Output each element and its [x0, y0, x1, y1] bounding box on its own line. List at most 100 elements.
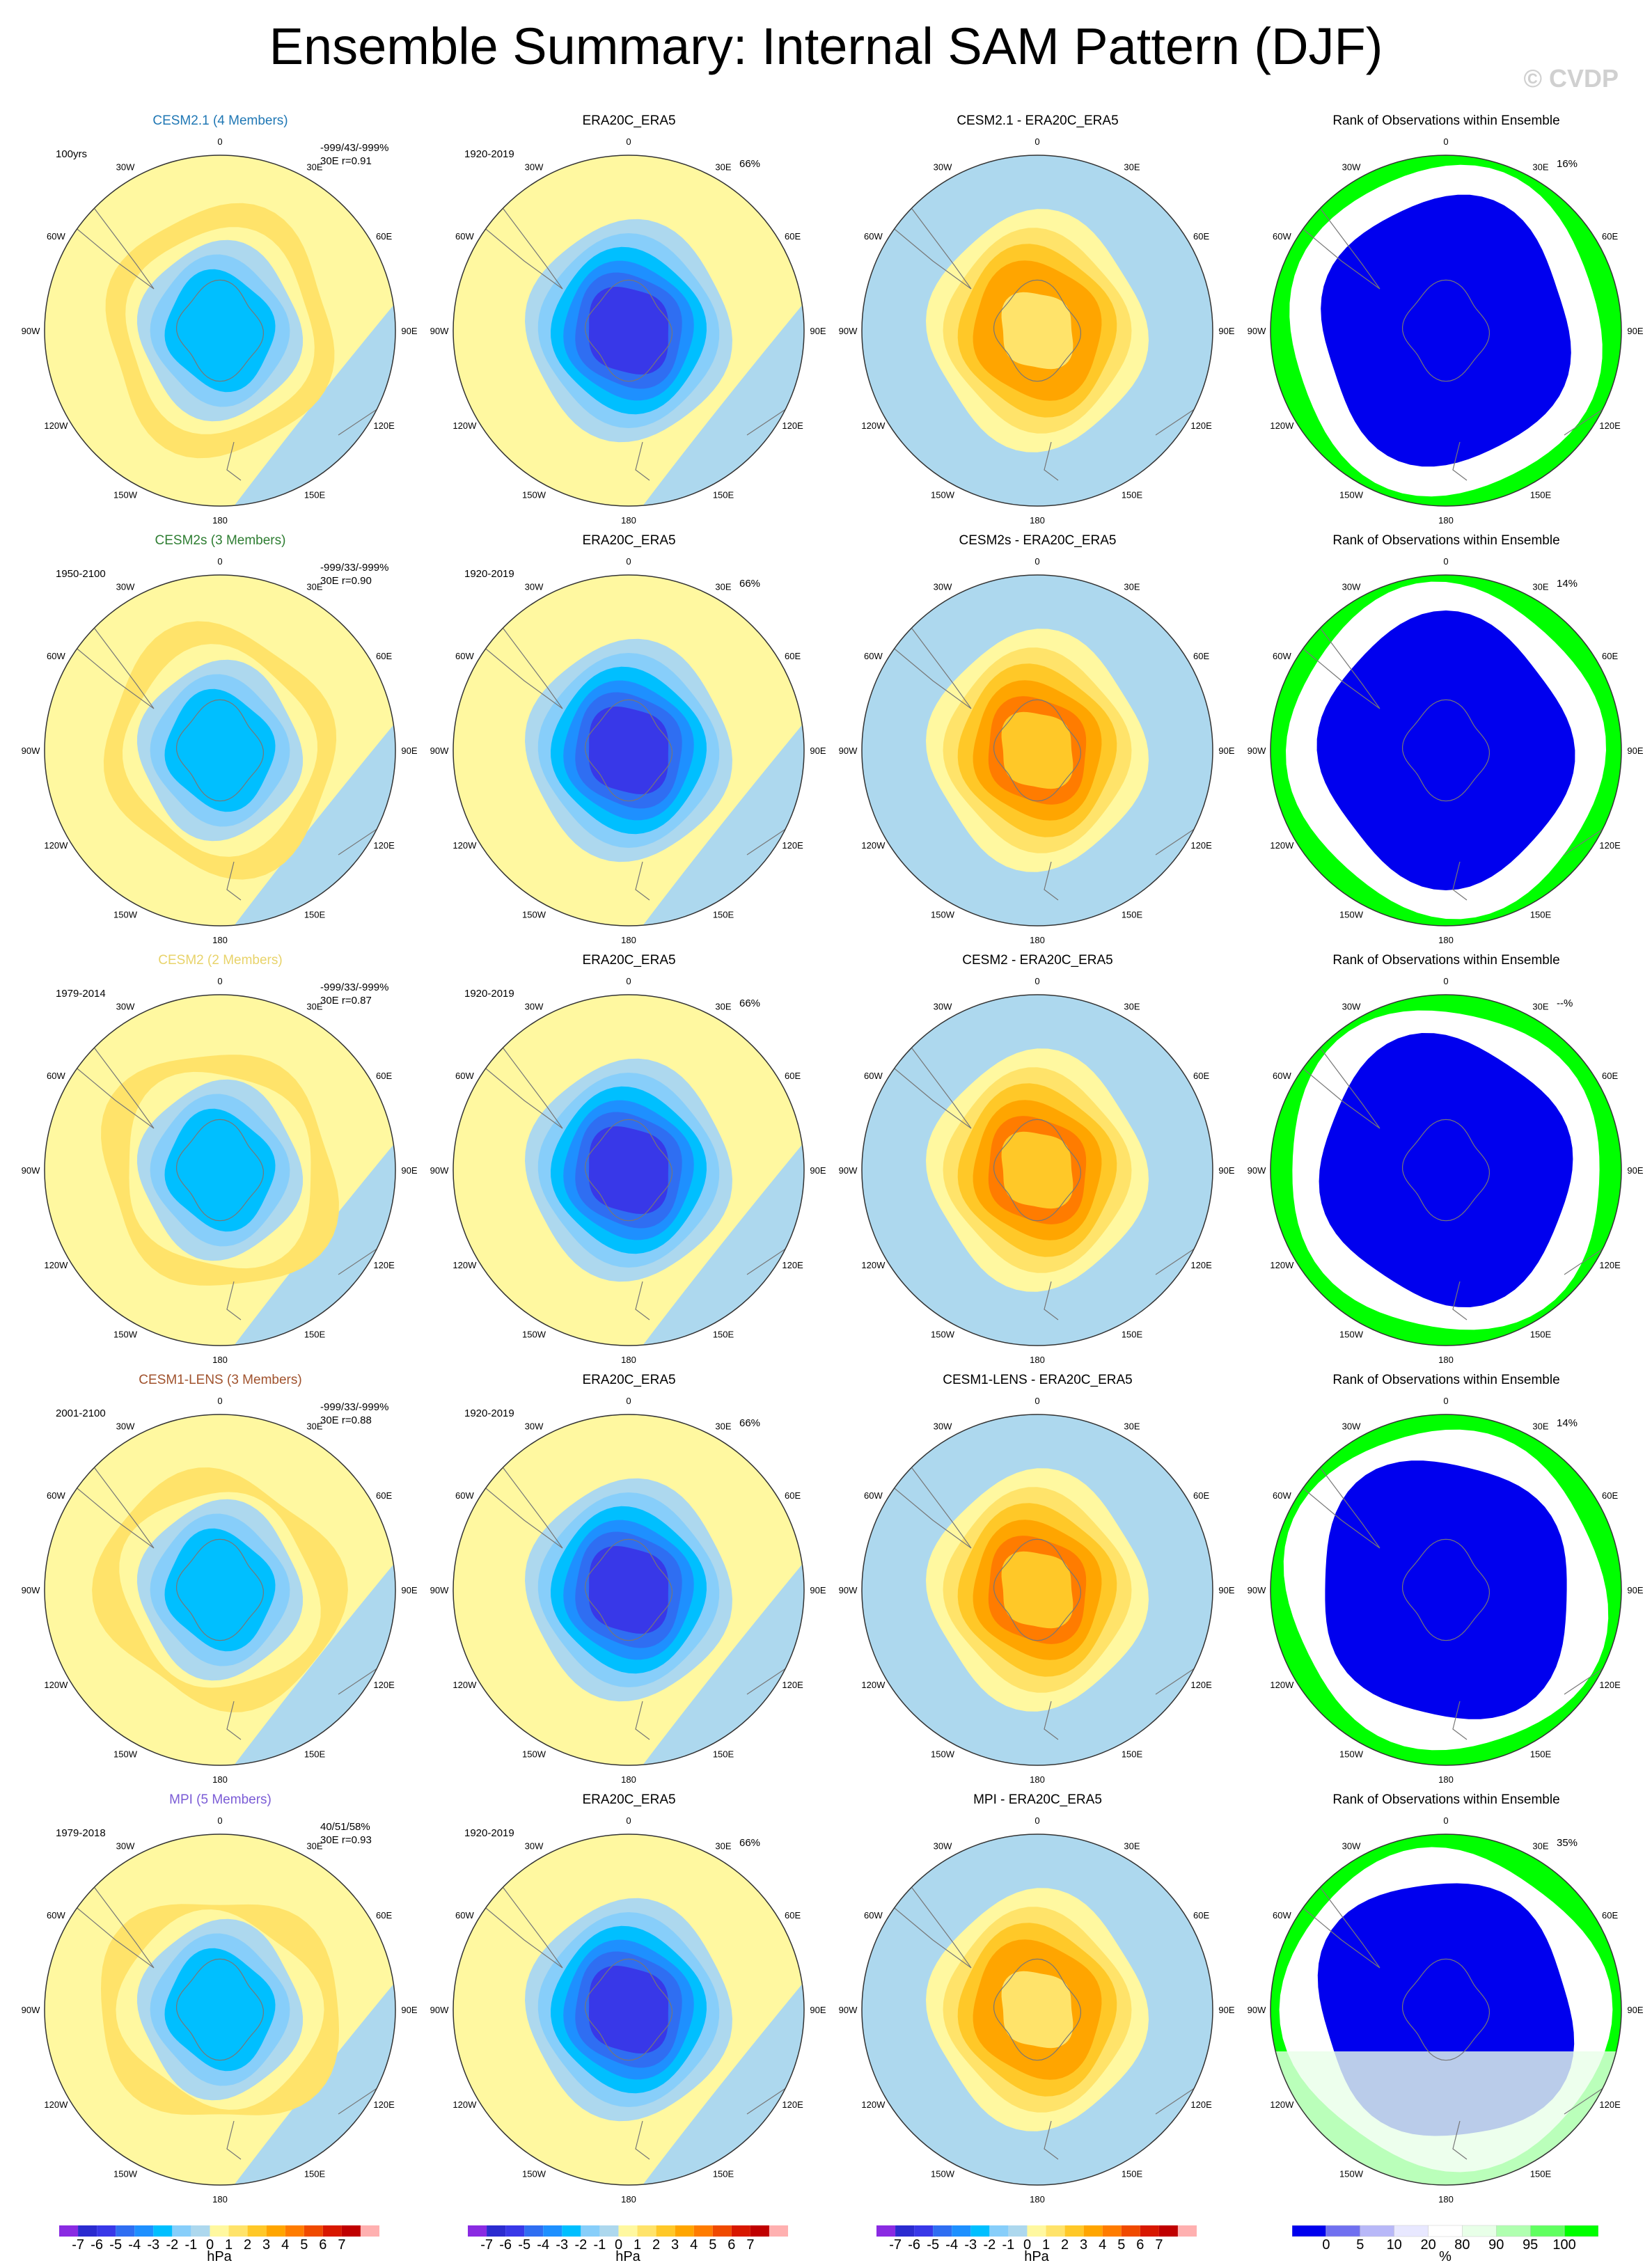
lon-label: 60W: [47, 1490, 65, 1501]
model-stats: -999/33/-999%: [320, 981, 389, 993]
diff-map: 0 30E 60E 90E 120E 150E 180 150W 120W 90W 60W 30W: [839, 1396, 1235, 1785]
diff-panel-title: MPI - ERA20C_ERA5: [973, 1792, 1102, 1807]
lon-label: 150W: [113, 910, 138, 920]
lon-label: 60E: [376, 1910, 392, 1921]
south-america-coastline: [890, 628, 972, 709]
south-america-coastline: [890, 208, 972, 290]
obs-percent: 66%: [739, 998, 761, 1009]
lon-label: 150E: [1530, 2169, 1552, 2179]
colorbar-swatch: [1121, 2225, 1140, 2237]
new-zealand-coastline: [1452, 441, 1468, 481]
colorbar-tick-label: -3: [556, 2237, 568, 2253]
new-zealand-coastline: [226, 441, 242, 481]
colorbar-swatch: [970, 2225, 990, 2237]
map-boundary: [453, 574, 805, 927]
lon-label: 30W: [934, 1421, 952, 1431]
lon-label: 120E: [1599, 1680, 1621, 1690]
model-years: 2001-2100: [56, 1408, 106, 1419]
map-boundary: [1270, 1414, 1622, 1766]
lon-label: 150W: [522, 910, 546, 920]
lon-label: 150E: [1122, 490, 1143, 500]
rank-percent: 35%: [1557, 1837, 1578, 1849]
lon-label: 0: [1035, 136, 1039, 147]
lon-label: 90E: [1218, 746, 1234, 756]
colorbar-swatch: [693, 2225, 713, 2237]
lon-label: 60E: [785, 1071, 801, 1081]
colorbar-tick-label: 0: [1322, 2237, 1330, 2253]
negative-contour: [589, 287, 668, 374]
antarctica-coastline: [175, 1119, 265, 1222]
south-america-coastline: [482, 1048, 563, 1129]
lon-label: 180: [212, 2194, 228, 2205]
colorbar-tick-label: 7: [338, 2237, 345, 2253]
lon-label: 120E: [1190, 840, 1212, 851]
lon-label: 120W: [453, 1680, 477, 1690]
map-boundary: [861, 574, 1213, 927]
lon-label: 150W: [522, 490, 546, 500]
lon-label: 0: [1443, 136, 1448, 147]
lon-label: 150E: [713, 2169, 734, 2179]
colorbar-swatch: [97, 2225, 116, 2237]
lon-label: 30W: [1342, 1840, 1361, 1851]
colorbar-tick-label: 6: [727, 2237, 735, 2253]
lon-label: 120W: [1270, 1680, 1294, 1690]
model-years: 100yrs: [56, 148, 88, 160]
colorbar-swatch: [895, 2225, 915, 2237]
model-years: 1979-2018: [56, 1827, 106, 1839]
south-america-coastline: [73, 1467, 155, 1549]
map-boundary: [861, 1834, 1213, 2186]
antarctica-coastline: [175, 1958, 265, 2061]
lon-label: 90E: [810, 326, 826, 336]
colorbar-tick-label: 1: [1042, 2237, 1050, 2253]
lon-label: 120E: [373, 420, 395, 431]
rank-panel-title: Rank of Observations within Ensemble: [1332, 1373, 1560, 1387]
lon-label: 150W: [522, 2169, 546, 2179]
colorbar-swatch: [1360, 2225, 1394, 2237]
colorbar-swatch: [78, 2225, 97, 2237]
obs-panel-title: ERA20C_ERA5: [582, 953, 676, 968]
lon-label: 30W: [116, 1001, 135, 1011]
new-zealand-coastline: [1452, 861, 1468, 901]
model-panel: 0 30E 60E 90E 120E 150E 180 150W 120W 90W 60W 30W CE…: [14, 947, 427, 1365]
lon-label: 150W: [1339, 1749, 1364, 1760]
rank-map: 0 30E 60E 90E 120E 150E 180 150W 120W 90W 60W 30W: [1248, 136, 1644, 526]
colorbar-swatch: [304, 2225, 323, 2237]
lon-label: 0: [217, 1815, 222, 1826]
new-zealand-coastline: [226, 861, 242, 901]
colorbar-swatch: [1529, 2225, 1565, 2237]
antarctica-coastline: [993, 1538, 1082, 1641]
lon-label: 0: [217, 976, 222, 986]
lon-label: 150E: [304, 910, 326, 920]
colorbar-swatch: [524, 2225, 544, 2237]
rank-percent: --%: [1557, 998, 1573, 1009]
model-panel-title: CESM1-LENS (3 Members): [139, 1373, 302, 1387]
colorbar-swatch: [322, 2225, 342, 2237]
lon-label: 180: [1030, 1774, 1045, 1785]
lon-label: 30E: [306, 1421, 322, 1431]
lon-label: 120W: [453, 840, 477, 851]
lon-label: 30E: [1532, 1001, 1548, 1011]
lon-label: 60W: [47, 1910, 65, 1921]
lon-label: 30W: [116, 1421, 135, 1431]
antarctica-coastline: [584, 1958, 673, 2061]
lon-label: 60E: [1193, 1071, 1209, 1081]
obs-panel-title: ERA20C_ERA5: [582, 113, 676, 128]
rank-low-region: [1325, 1460, 1567, 1719]
antarctica-coastline: [1401, 699, 1490, 802]
colorbar-tick-label: 20: [1420, 2237, 1435, 2253]
lon-label: 0: [1443, 976, 1448, 986]
lon-label: 0: [217, 1396, 222, 1406]
colorbar-swatch: [116, 2225, 135, 2237]
lon-label: 30W: [525, 1840, 544, 1851]
lon-label: 90E: [1218, 1165, 1234, 1176]
colorbar-swatch: [1292, 2225, 1327, 2237]
model-correlation: 30E r=0.90: [320, 575, 372, 587]
lon-label: 30W: [116, 581, 135, 592]
obs-percent: 66%: [739, 1417, 761, 1429]
lon-label: 150E: [713, 910, 734, 920]
model-panel: 0 30E 60E 90E 120E 150E 180 150W 120W 90W 60W 30W MP…: [14, 1787, 427, 2205]
colorbar-tick-label: -7: [72, 2237, 84, 2253]
lon-label: 180: [1030, 1355, 1045, 1365]
lon-label: 60E: [1602, 1490, 1618, 1501]
antarctica-coastline: [584, 1538, 673, 1641]
